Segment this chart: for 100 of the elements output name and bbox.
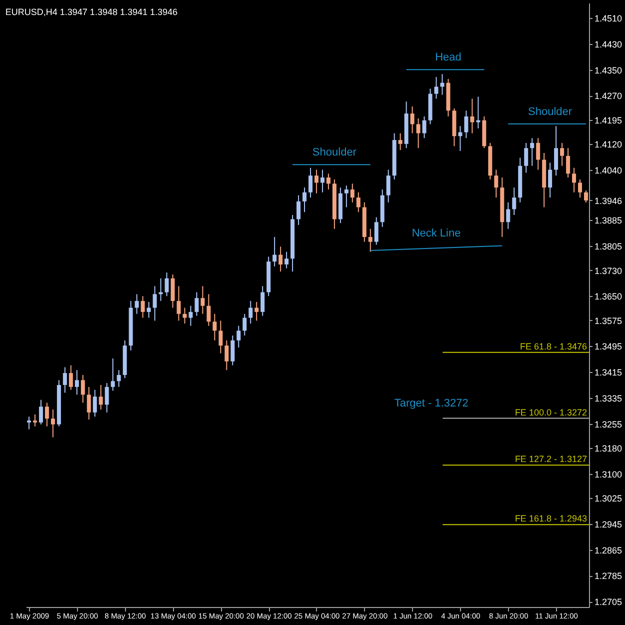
candlestick: [170, 274, 175, 308]
candlestick: [464, 110, 468, 139]
y-tick-label: 1.4350: [594, 65, 622, 76]
y-tick-label: 1.3335: [594, 393, 622, 404]
annotation: Target - 1.3272: [394, 397, 468, 410]
y-tick-label: 1.2705: [594, 597, 622, 608]
candlestick: [104, 382, 109, 413]
candlestick: [512, 187, 516, 216]
y-tick-label: 1.3255: [594, 419, 622, 430]
candlestick: [248, 300, 253, 324]
candlestick: [578, 178, 582, 198]
y-tick-label: 1.4430: [594, 40, 622, 50]
candlestick: [434, 76, 438, 100]
candlestick: [470, 98, 474, 134]
candlestick: [50, 409, 55, 438]
candlestick: [458, 126, 462, 152]
candlestick: [236, 325, 241, 348]
candlestick: [530, 138, 534, 166]
candlestick: [152, 286, 157, 322]
series-label: Neck Line: [412, 228, 461, 240]
candlestick: [230, 335, 235, 366]
candlestick: [110, 358, 115, 392]
candlestick: [350, 183, 354, 203]
y-tick-label: 1.3180: [594, 444, 622, 454]
y-tick-label: 1.3415: [594, 368, 622, 378]
candlestick: [212, 313, 217, 341]
candlestick: [548, 162, 552, 198]
candlestick: [536, 138, 540, 170]
series-label: Shoulder: [528, 106, 572, 118]
candlestick: [584, 190, 588, 203]
y-tick-label: 1.3495: [594, 342, 622, 352]
candlestick: [140, 296, 145, 318]
y-tick-label: 1.2865: [594, 545, 622, 556]
candlestick: [146, 301, 151, 318]
y-tick-label: 1.2945: [594, 519, 622, 530]
y-tick-label: 1.3025: [594, 494, 622, 504]
y-tick-label: 1.3730: [594, 266, 622, 276]
candlestick: [116, 370, 121, 388]
candlestick: [206, 294, 211, 326]
candlestick: [188, 305, 193, 326]
candlestick: [356, 192, 360, 213]
candlestick: [320, 169, 324, 193]
candlestick: [296, 194, 301, 226]
candlestick: [86, 386, 91, 420]
candlestick: [272, 236, 277, 267]
candlestick: [80, 374, 85, 404]
candlestick: [398, 132, 402, 151]
series-label: Head: [435, 52, 462, 64]
candlestick: [566, 148, 570, 178]
candlestick: [410, 106, 414, 134]
candlestick: [92, 389, 97, 418]
candlestick: [308, 167, 312, 198]
candlestick: [176, 286, 181, 322]
candlestick: [260, 286, 265, 316]
chart-title: EURUSD,H4 1.3947 1.3948 1.3941 1.3946: [5, 7, 178, 17]
y-tick-label: 1.2785: [594, 571, 622, 582]
candlestick: [98, 384, 103, 410]
ref-line-label: FE 100.0 - 1.3272: [514, 407, 587, 418]
candlestick: [374, 216, 378, 246]
candlestick: [218, 320, 223, 354]
candlestick: [386, 169, 390, 203]
y-tick-label: 1.4510: [594, 14, 622, 24]
candlestick: [440, 74, 444, 96]
candlestick: [344, 185, 348, 208]
candlestick: [26, 416, 31, 430]
y-tick-label: 1.3100: [594, 469, 622, 480]
candlestick: [494, 169, 498, 198]
candlestick: [224, 340, 229, 371]
series-label: Shoulder: [312, 146, 357, 159]
candlestick: [68, 364, 73, 390]
ref-line-label: FE 61.8 - 1.3476: [520, 341, 587, 352]
candlestick: [74, 370, 79, 396]
ref-line-label: FE 161.8 - 1.2943: [514, 514, 587, 524]
candlestick: [164, 272, 169, 297]
ref-line-label: FE 127.2 - 1.3127: [514, 454, 587, 464]
candlestick: [560, 142, 564, 166]
candlestick: [278, 246, 283, 272]
y-tick-label: 1.4120: [594, 140, 622, 150]
candlestick: [182, 307, 187, 324]
candlestick: [194, 292, 199, 316]
candlestick: [302, 187, 307, 213]
y-tick-label: 1.4270: [594, 91, 622, 102]
candlestick: [32, 414, 37, 427]
candlestick: [62, 366, 67, 394]
y-tick-label: 1.3575: [594, 316, 622, 326]
candlestick: [572, 167, 576, 193]
candlestick: [368, 228, 372, 252]
candlestick: [134, 294, 139, 314]
y-tick-label: 1.3805: [594, 242, 622, 252]
candlestick: [158, 278, 163, 302]
y-tick-label: 1.4195: [594, 115, 622, 126]
candlestick: [506, 202, 510, 230]
candlestick: [554, 126, 558, 176]
y-tick-label: 1.3885: [594, 216, 622, 226]
y-tick-label: 1.3946: [594, 196, 622, 206]
candlestick: [254, 301, 259, 322]
candlestick: [524, 142, 528, 174]
candlestick: [242, 313, 247, 336]
candlestick: [284, 251, 289, 269]
candlestick: [314, 169, 318, 194]
